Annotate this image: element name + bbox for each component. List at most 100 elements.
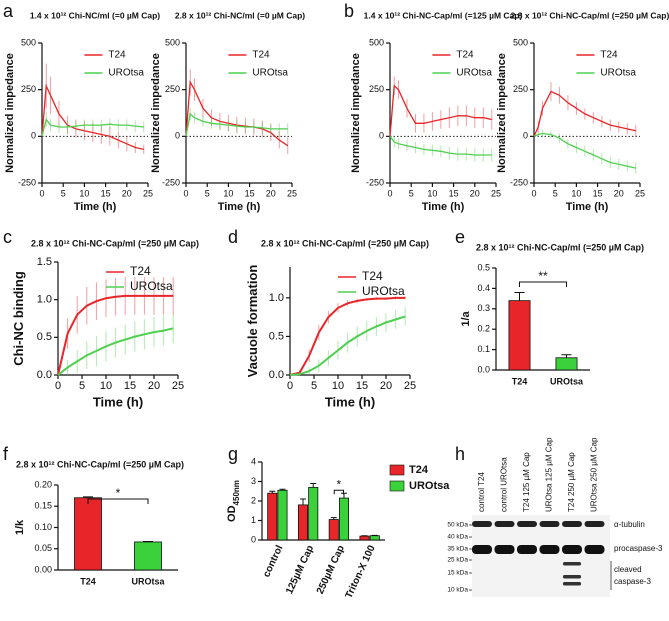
y-tick-label: 0.0 — [269, 369, 284, 381]
x-tick-label: 25 — [491, 188, 501, 198]
error-bar — [300, 498, 307, 505]
y-axis-label: Normalized impedance — [4, 53, 16, 173]
x-tick-label: 5 — [205, 188, 210, 198]
bar — [267, 492, 278, 541]
y-tick-label: 0 — [31, 131, 36, 141]
y-tick-label: 250 — [369, 84, 384, 94]
marker-label: 15 kDa — [447, 570, 468, 577]
bar — [308, 486, 319, 541]
x-axis-label: Time (h) — [74, 201, 117, 213]
y-axis-label: OD450nm — [226, 480, 241, 522]
y-tick-label: 250 — [165, 84, 180, 94]
bar — [297, 504, 309, 541]
panel-letter: d — [228, 227, 238, 247]
bar — [338, 497, 350, 541]
bar — [134, 541, 162, 571]
y-tick-label: 0 — [175, 131, 180, 141]
error-bar — [310, 482, 317, 488]
panel-letter: a — [3, 1, 14, 21]
legend-label: UROtsa — [600, 68, 636, 79]
band-cleaved — [563, 562, 581, 566]
y-tick-label: 0.00 — [34, 564, 52, 574]
x-tick-label: 15 — [449, 188, 459, 198]
x-tick-label: 5 — [409, 188, 414, 198]
x-tick-label: T24 — [80, 576, 96, 586]
marker-label: 25 kDa — [447, 557, 468, 564]
panel-letter: c — [3, 227, 12, 247]
legend-label: UROtsa — [362, 284, 405, 298]
lane-label: T24 250 µM Cap — [567, 452, 576, 512]
y-axis-label: Normalized impedance — [350, 53, 362, 173]
y-tick-label: 0.2 — [477, 324, 490, 334]
y-tick-label: 250 — [21, 84, 36, 94]
significance-label: ** — [538, 269, 548, 283]
panel-letter: g — [228, 444, 238, 464]
x-tick-label: 15 — [356, 380, 368, 392]
x-tick-label: 20 — [266, 188, 276, 198]
y-tick-label: 0.20 — [34, 479, 52, 489]
chart-title: 1.4 x 10¹² Chi-NC-Cap/ml (=125 µM Cap) — [364, 10, 523, 20]
y-axis-label-main: Normalized impedance — [150, 53, 162, 173]
series-line — [57, 294, 174, 376]
error-bar — [561, 354, 572, 358]
x-tick-label: 5 — [553, 188, 558, 198]
band-procaspase — [472, 545, 492, 554]
y-axis-label-main: 1/k — [14, 519, 26, 535]
x-axis-label: Time (h) — [566, 201, 609, 213]
significance-bracket — [87, 498, 149, 504]
y-axis-label-main: Normalized impedance — [4, 53, 16, 173]
x-tick-label: 20 — [470, 188, 480, 198]
series-line — [57, 327, 174, 376]
band-tubulin — [494, 521, 515, 527]
legend-label: UROtsa — [252, 68, 288, 79]
band-tubulin — [562, 521, 582, 527]
y-tick-label: 0.5 — [269, 330, 284, 342]
x-tick-label: 20 — [614, 188, 624, 198]
panel-letter: h — [455, 444, 465, 464]
y-tick-label: 0.05 — [34, 543, 52, 553]
error-bar — [330, 517, 337, 520]
bar — [359, 535, 370, 541]
chart-title: 2.8 x 10¹² Chi-NC-Cap/ml (=250 µM Cap) — [511, 10, 669, 20]
error-bar — [279, 488, 286, 491]
legend-label: T24 — [409, 464, 429, 476]
bar — [555, 357, 578, 371]
blot-membrane — [472, 515, 610, 597]
error-bar — [514, 291, 525, 301]
x-tick-label: 10 — [427, 188, 437, 198]
x-tick-label: 20 — [122, 188, 132, 198]
y-tick-label: 500 — [21, 37, 36, 47]
legend-swatch — [389, 480, 405, 492]
y-axis-label-sub: 450nm — [232, 480, 241, 505]
y-tick-label: 500 — [513, 37, 528, 47]
error-bar — [83, 496, 93, 498]
band-cleaved — [563, 582, 581, 586]
x-tick-label: 15 — [124, 380, 136, 392]
x-tick-label: 5 — [79, 380, 85, 392]
legend-label: T24 — [108, 50, 126, 61]
x-tick-label: 25 — [287, 188, 297, 198]
band-label: procaspase-3 — [614, 544, 663, 553]
y-tick-label: 4 — [251, 456, 256, 466]
x-tick-label: UROtsa — [131, 576, 165, 586]
band-procaspase — [584, 545, 605, 554]
x-axis-label: Time (h) — [422, 201, 465, 213]
significance-bracket — [519, 281, 567, 287]
y-tick-label: 3 — [251, 476, 256, 486]
x-tick-label: 10 — [332, 380, 344, 392]
y-tick-label: 0.10 — [34, 522, 52, 532]
panel-letter: f — [3, 444, 9, 464]
y-tick-label: 0.4 — [477, 283, 490, 293]
chart-title: 2.8 x 10¹² Chi-NC-Cap/ml (=250 µM Cap) — [261, 238, 429, 248]
series-line — [389, 135, 492, 156]
chart-title: 1.4 x 10¹² Chi-NC/ml (=0 µM Cap) — [30, 10, 160, 20]
x-tick-label: 25 — [635, 188, 645, 198]
series-line — [389, 84, 492, 137]
band-procaspase — [494, 545, 515, 554]
x-tick-label: 10 — [100, 380, 112, 392]
bar — [508, 300, 531, 371]
band-procaspase — [517, 545, 537, 554]
bar — [74, 497, 102, 571]
chart-title: 2.8 x 10¹² Chi-NC-Cap/ml (=250 µM Cap) — [31, 238, 199, 248]
x-tick-label: 15 — [101, 188, 111, 198]
